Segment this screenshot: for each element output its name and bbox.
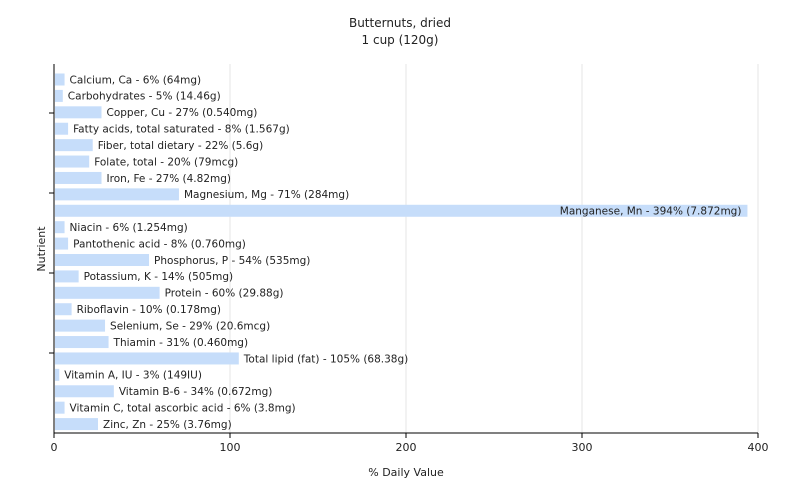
bar-label: Selenium, Se - 29% (20.6mcg) — [110, 320, 270, 332]
bar-label: Vitamin C, total ascorbic acid - 6% (3.8… — [70, 402, 296, 414]
bar — [55, 319, 106, 332]
bar — [55, 401, 65, 414]
x-tick-label: 200 — [396, 441, 417, 454]
y-axis-title: Nutrient — [35, 226, 48, 272]
x-tick-label: 0 — [51, 441, 58, 454]
bar — [55, 270, 79, 283]
bar — [55, 237, 69, 250]
x-axis-ticks: 0 100 200 300 400 — [51, 433, 769, 454]
bar-label: Copper, Cu - 27% (0.540mg) — [107, 107, 258, 119]
bar — [55, 221, 65, 234]
bar-label: Riboflavin - 10% (0.178mg) — [77, 304, 221, 316]
bar — [55, 352, 239, 365]
x-tick-label: 400 — [748, 441, 769, 454]
bar-label: Niacin - 6% (1.254mg) — [70, 222, 188, 234]
bar-label: Carbohydrates - 5% (14.46g) — [68, 91, 221, 103]
bar — [55, 336, 109, 349]
bar — [55, 171, 102, 184]
bar — [55, 303, 72, 316]
bar-label: Pantothenic acid - 8% (0.760mg) — [73, 238, 246, 250]
bar — [55, 188, 179, 201]
bars — [55, 73, 748, 431]
bar-label: Phosphorus, P - 54% (535mg) — [154, 255, 310, 267]
bar — [55, 155, 90, 168]
bar — [55, 254, 150, 266]
bar-label: Zinc, Zn - 25% (3.76mg) — [103, 419, 232, 431]
bar-label: Iron, Fe - 27% (4.82mg) — [107, 173, 231, 185]
bar — [55, 385, 114, 398]
bar — [55, 368, 60, 381]
bar-label: Vitamin B-6 - 34% (0.672mg) — [119, 386, 273, 398]
bar — [55, 73, 65, 86]
bar-label: Potassium, K - 14% (505mg) — [84, 271, 234, 283]
bar-label: Protein - 60% (29.88g) — [165, 288, 284, 300]
bar — [55, 204, 748, 217]
bar — [55, 139, 93, 152]
bar — [55, 89, 63, 102]
bar-label: Total lipid (fat) - 105% (68.38g) — [243, 353, 408, 365]
bar-label: Magnesium, Mg - 71% (284mg) — [184, 189, 349, 201]
bar-labels: Calcium, Ca - 6% (64mg) Carbohydrates - 5… — [64, 74, 741, 431]
x-axis-title: % Daily Value — [368, 466, 444, 479]
bar-label: Vitamin A, IU - 3% (149IU) — [64, 370, 202, 382]
bar — [55, 122, 69, 135]
chart-title: Butternuts, dried — [349, 16, 451, 30]
bar-label: Fatty acids, total saturated - 8% (1.567… — [73, 124, 290, 136]
bar — [55, 106, 102, 119]
gridlines — [229, 64, 759, 433]
bar-label: Calcium, Ca - 6% (64mg) — [70, 74, 202, 86]
bar-label: Folate, total - 20% (79mcg) — [94, 156, 238, 168]
bar — [55, 286, 160, 299]
bar-label: Manganese, Mn - 394% (7.872mg) — [560, 206, 742, 218]
bar-label: Thiamin - 31% (0.460mg) — [113, 337, 249, 349]
bar-label: Fiber, total dietary - 22% (5.6g) — [98, 140, 263, 152]
bar — [55, 418, 98, 431]
x-tick-label: 300 — [572, 441, 593, 454]
x-tick-label: 100 — [220, 441, 241, 454]
chart-subtitle: 1 cup (120g) — [362, 33, 439, 47]
